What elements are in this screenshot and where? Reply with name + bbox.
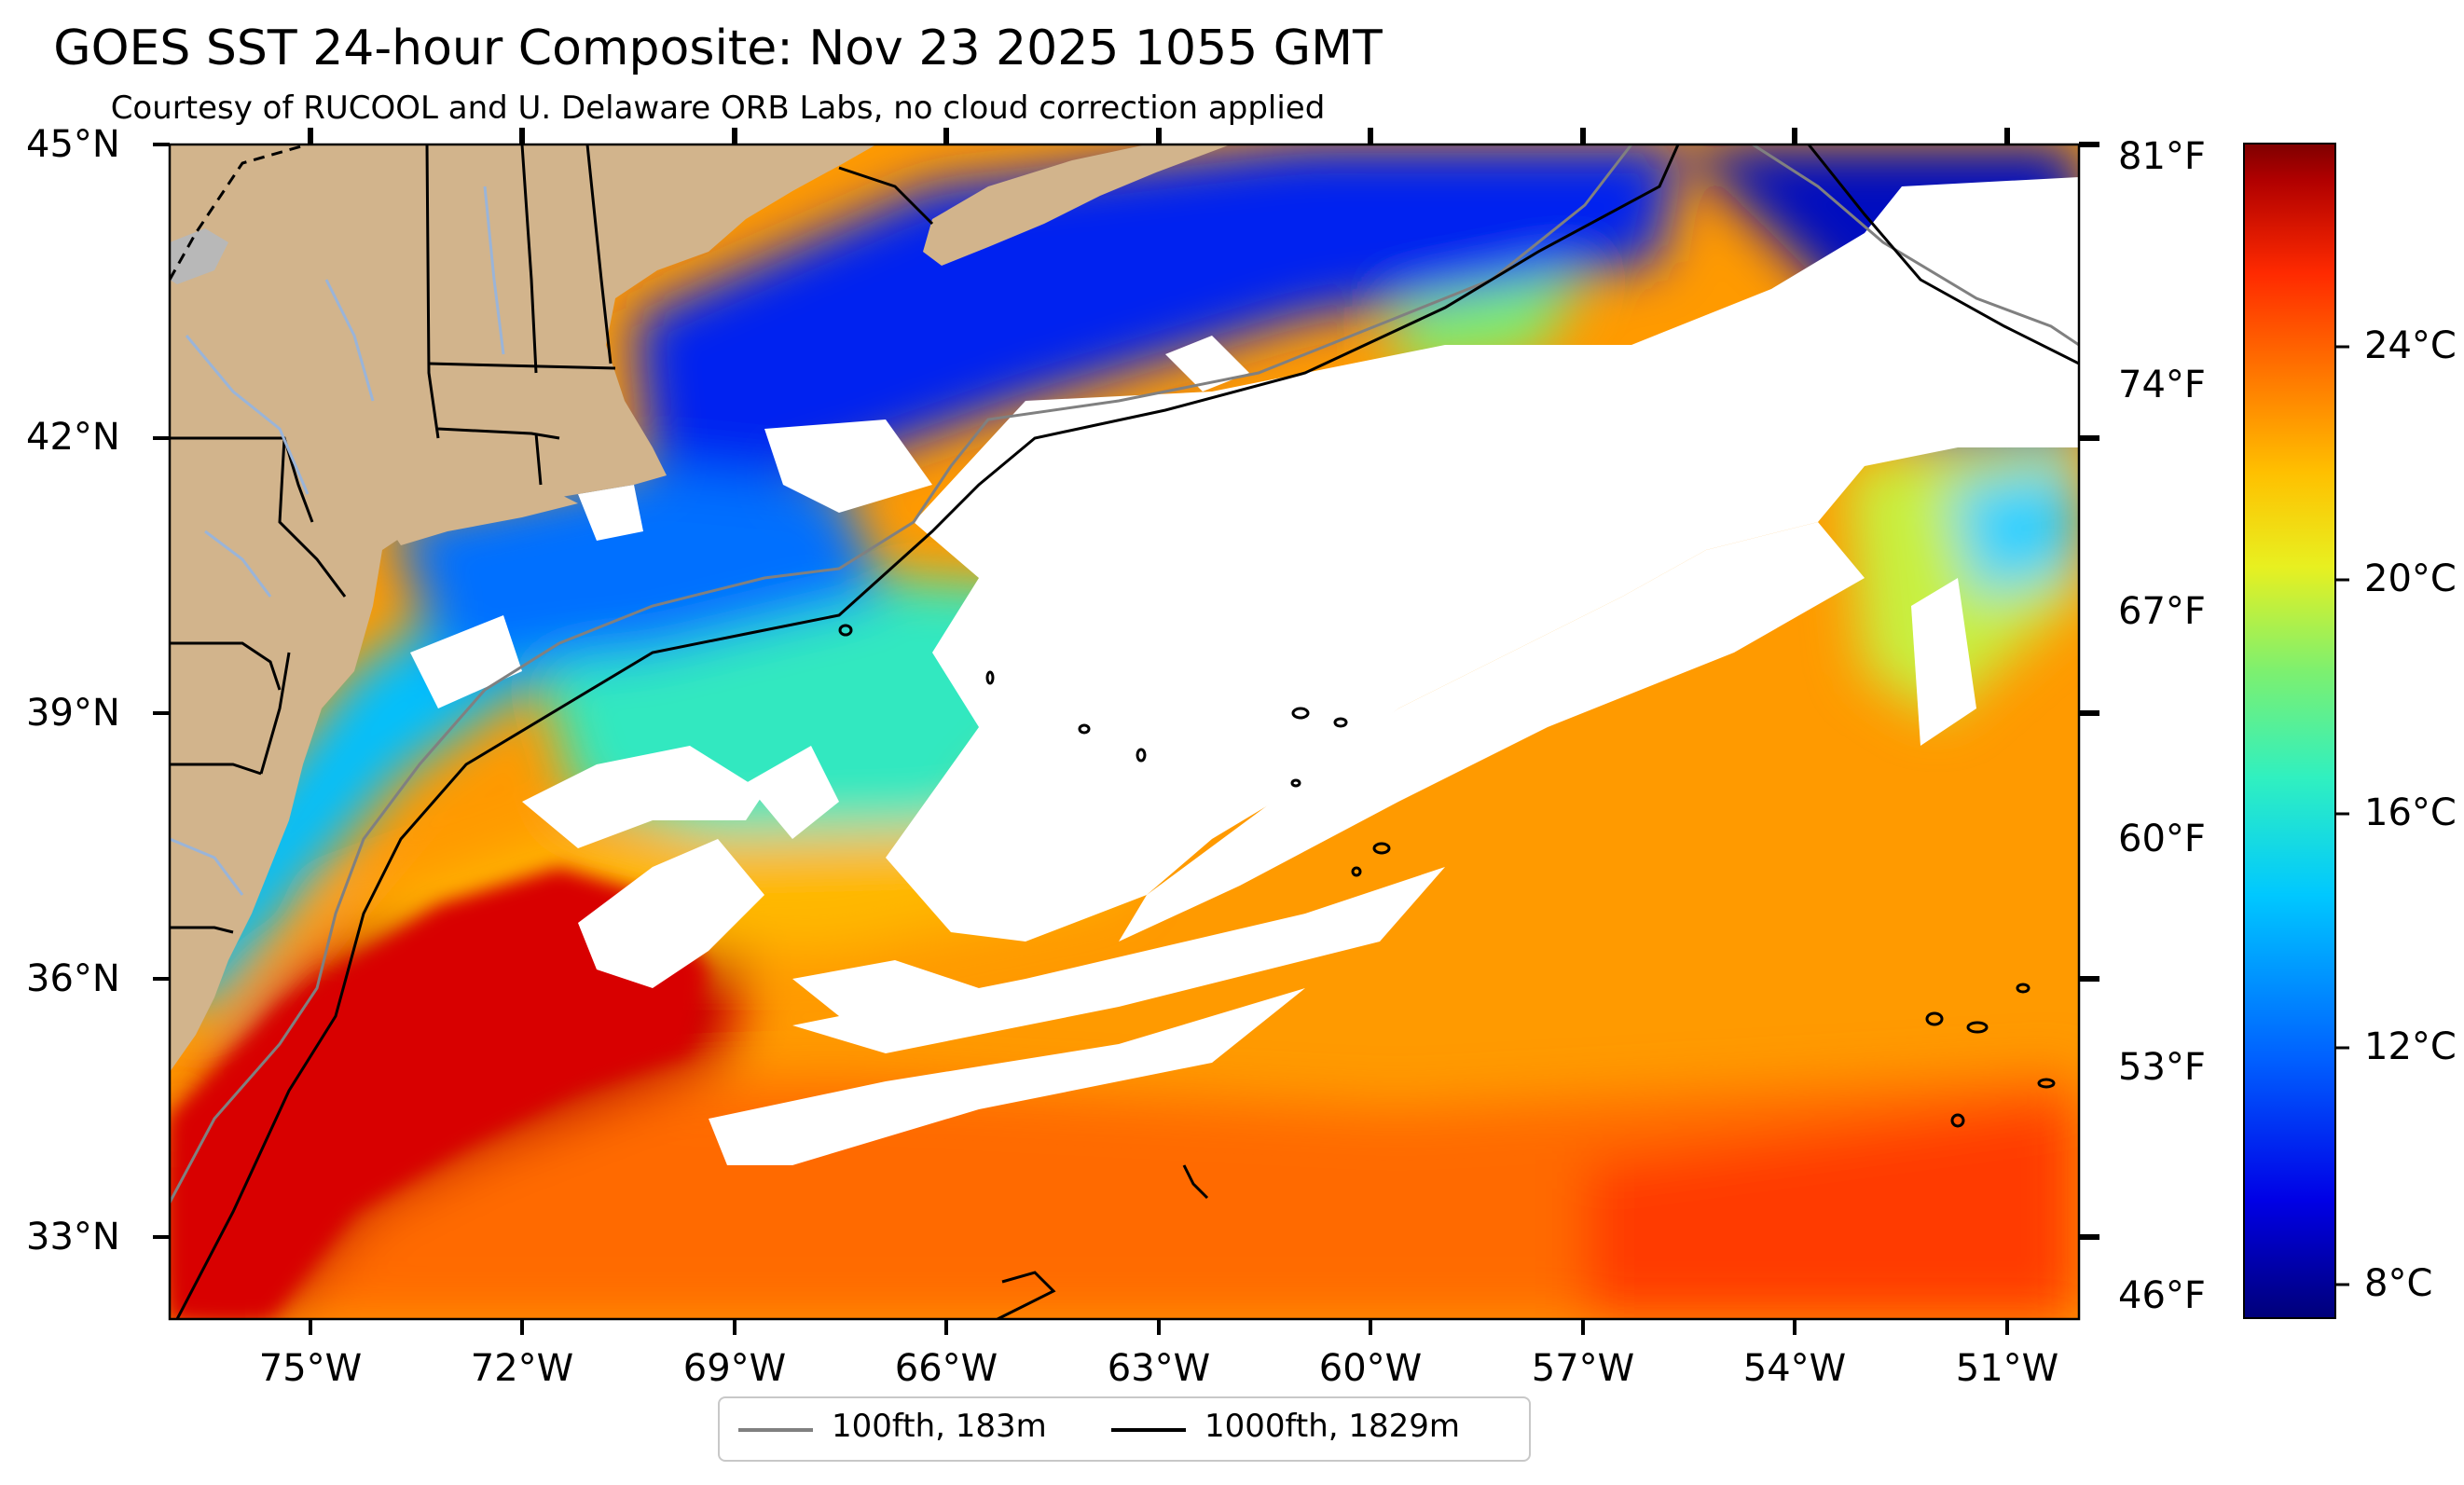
celsius-label-8: 8°C — [2364, 1262, 2433, 1305]
seamount-contours — [838, 624, 2056, 1319]
map-subtitle: Courtesy of RUCOOL and U. Delaware ORB L… — [110, 89, 1326, 127]
fahrenheit-label-53: 53°F — [2118, 1046, 2206, 1089]
colorbar-ticks — [2336, 345, 2349, 1286]
lon-label-57w: 57°W — [1531, 1347, 1635, 1390]
isobath-legend: 100fth, 183m 1000fth, 1829m — [718, 1396, 1531, 1462]
isobath-100fth — [170, 144, 1633, 1203]
celsius-label-20: 20°C — [2364, 557, 2457, 600]
ocean-cyan-east — [1948, 466, 2079, 597]
celsius-label-16: 16°C — [2364, 791, 2457, 834]
celsius-label-24: 24°C — [2364, 324, 2457, 367]
lon-label-60w: 60°W — [1318, 1347, 1423, 1390]
temperature-colorbar — [2243, 143, 2336, 1319]
bay-of-fundy — [838, 166, 934, 226]
fahrenheit-label-74: 74°F — [2118, 364, 2206, 406]
lon-label-72w: 72°W — [470, 1347, 574, 1390]
lon-label-51w: 51°W — [1955, 1347, 2059, 1390]
lat-label-42n: 42°N — [26, 416, 120, 459]
lon-label-75w: 75°W — [258, 1347, 363, 1390]
fahrenheit-label-67: 67°F — [2118, 590, 2206, 633]
isobath-1000fth — [175, 144, 1680, 1319]
map-frame — [168, 143, 2081, 1321]
lat-ticks-right — [2079, 142, 2099, 1240]
celsius-label-12: 12°C — [2364, 1025, 2457, 1068]
land-north-america — [170, 144, 876, 1072]
lat-ticks-left — [153, 143, 170, 1239]
fahrenheit-label-60: 60°F — [2118, 818, 2206, 860]
state-borders — [170, 144, 616, 934]
long-island — [392, 494, 578, 545]
map-title: GOES SST 24-hour Composite: Nov 23 2025 … — [53, 21, 1383, 76]
lon-ticks-top — [308, 128, 2010, 144]
ocean-deep-red-west — [170, 867, 709, 1319]
legend-label-1000fth: 1000fth, 1829m — [1204, 1408, 1461, 1445]
rivers — [170, 186, 505, 896]
lat-label-39n: 39°N — [26, 692, 120, 735]
isobath-1000fth-east — [1807, 144, 2079, 365]
lat-label-45n: 45°N — [26, 123, 120, 166]
legend-label-100fth: 100fth, 183m — [832, 1408, 1047, 1445]
lat-label-36n: 36°N — [26, 957, 120, 1000]
fahrenheit-label-46: 46°F — [2118, 1274, 2206, 1317]
lon-label-54w: 54°W — [1742, 1347, 1847, 1390]
land-nova-scotia — [923, 144, 1231, 266]
legend-swatch-100fth — [738, 1428, 813, 1432]
lon-ticks-bottom — [309, 1319, 2009, 1335]
lon-label-66w: 66°W — [894, 1347, 998, 1390]
lon-label-63w: 63°W — [1107, 1347, 1211, 1390]
legend-swatch-1000fth — [1111, 1428, 1186, 1432]
ocean-red-southeast — [1585, 1100, 2079, 1319]
cloud-mask — [410, 177, 2079, 1165]
lat-label-33n: 33°N — [26, 1216, 120, 1258]
lake-ontario — [170, 228, 228, 284]
fahrenheit-label-81: 81°F — [2118, 135, 2206, 178]
us-canada-border — [170, 144, 309, 281]
lon-label-69w: 69°W — [682, 1347, 787, 1390]
ocean-blue-gulf-of-maine — [634, 144, 1678, 503]
isobath-100fth-east — [1752, 144, 2079, 347]
